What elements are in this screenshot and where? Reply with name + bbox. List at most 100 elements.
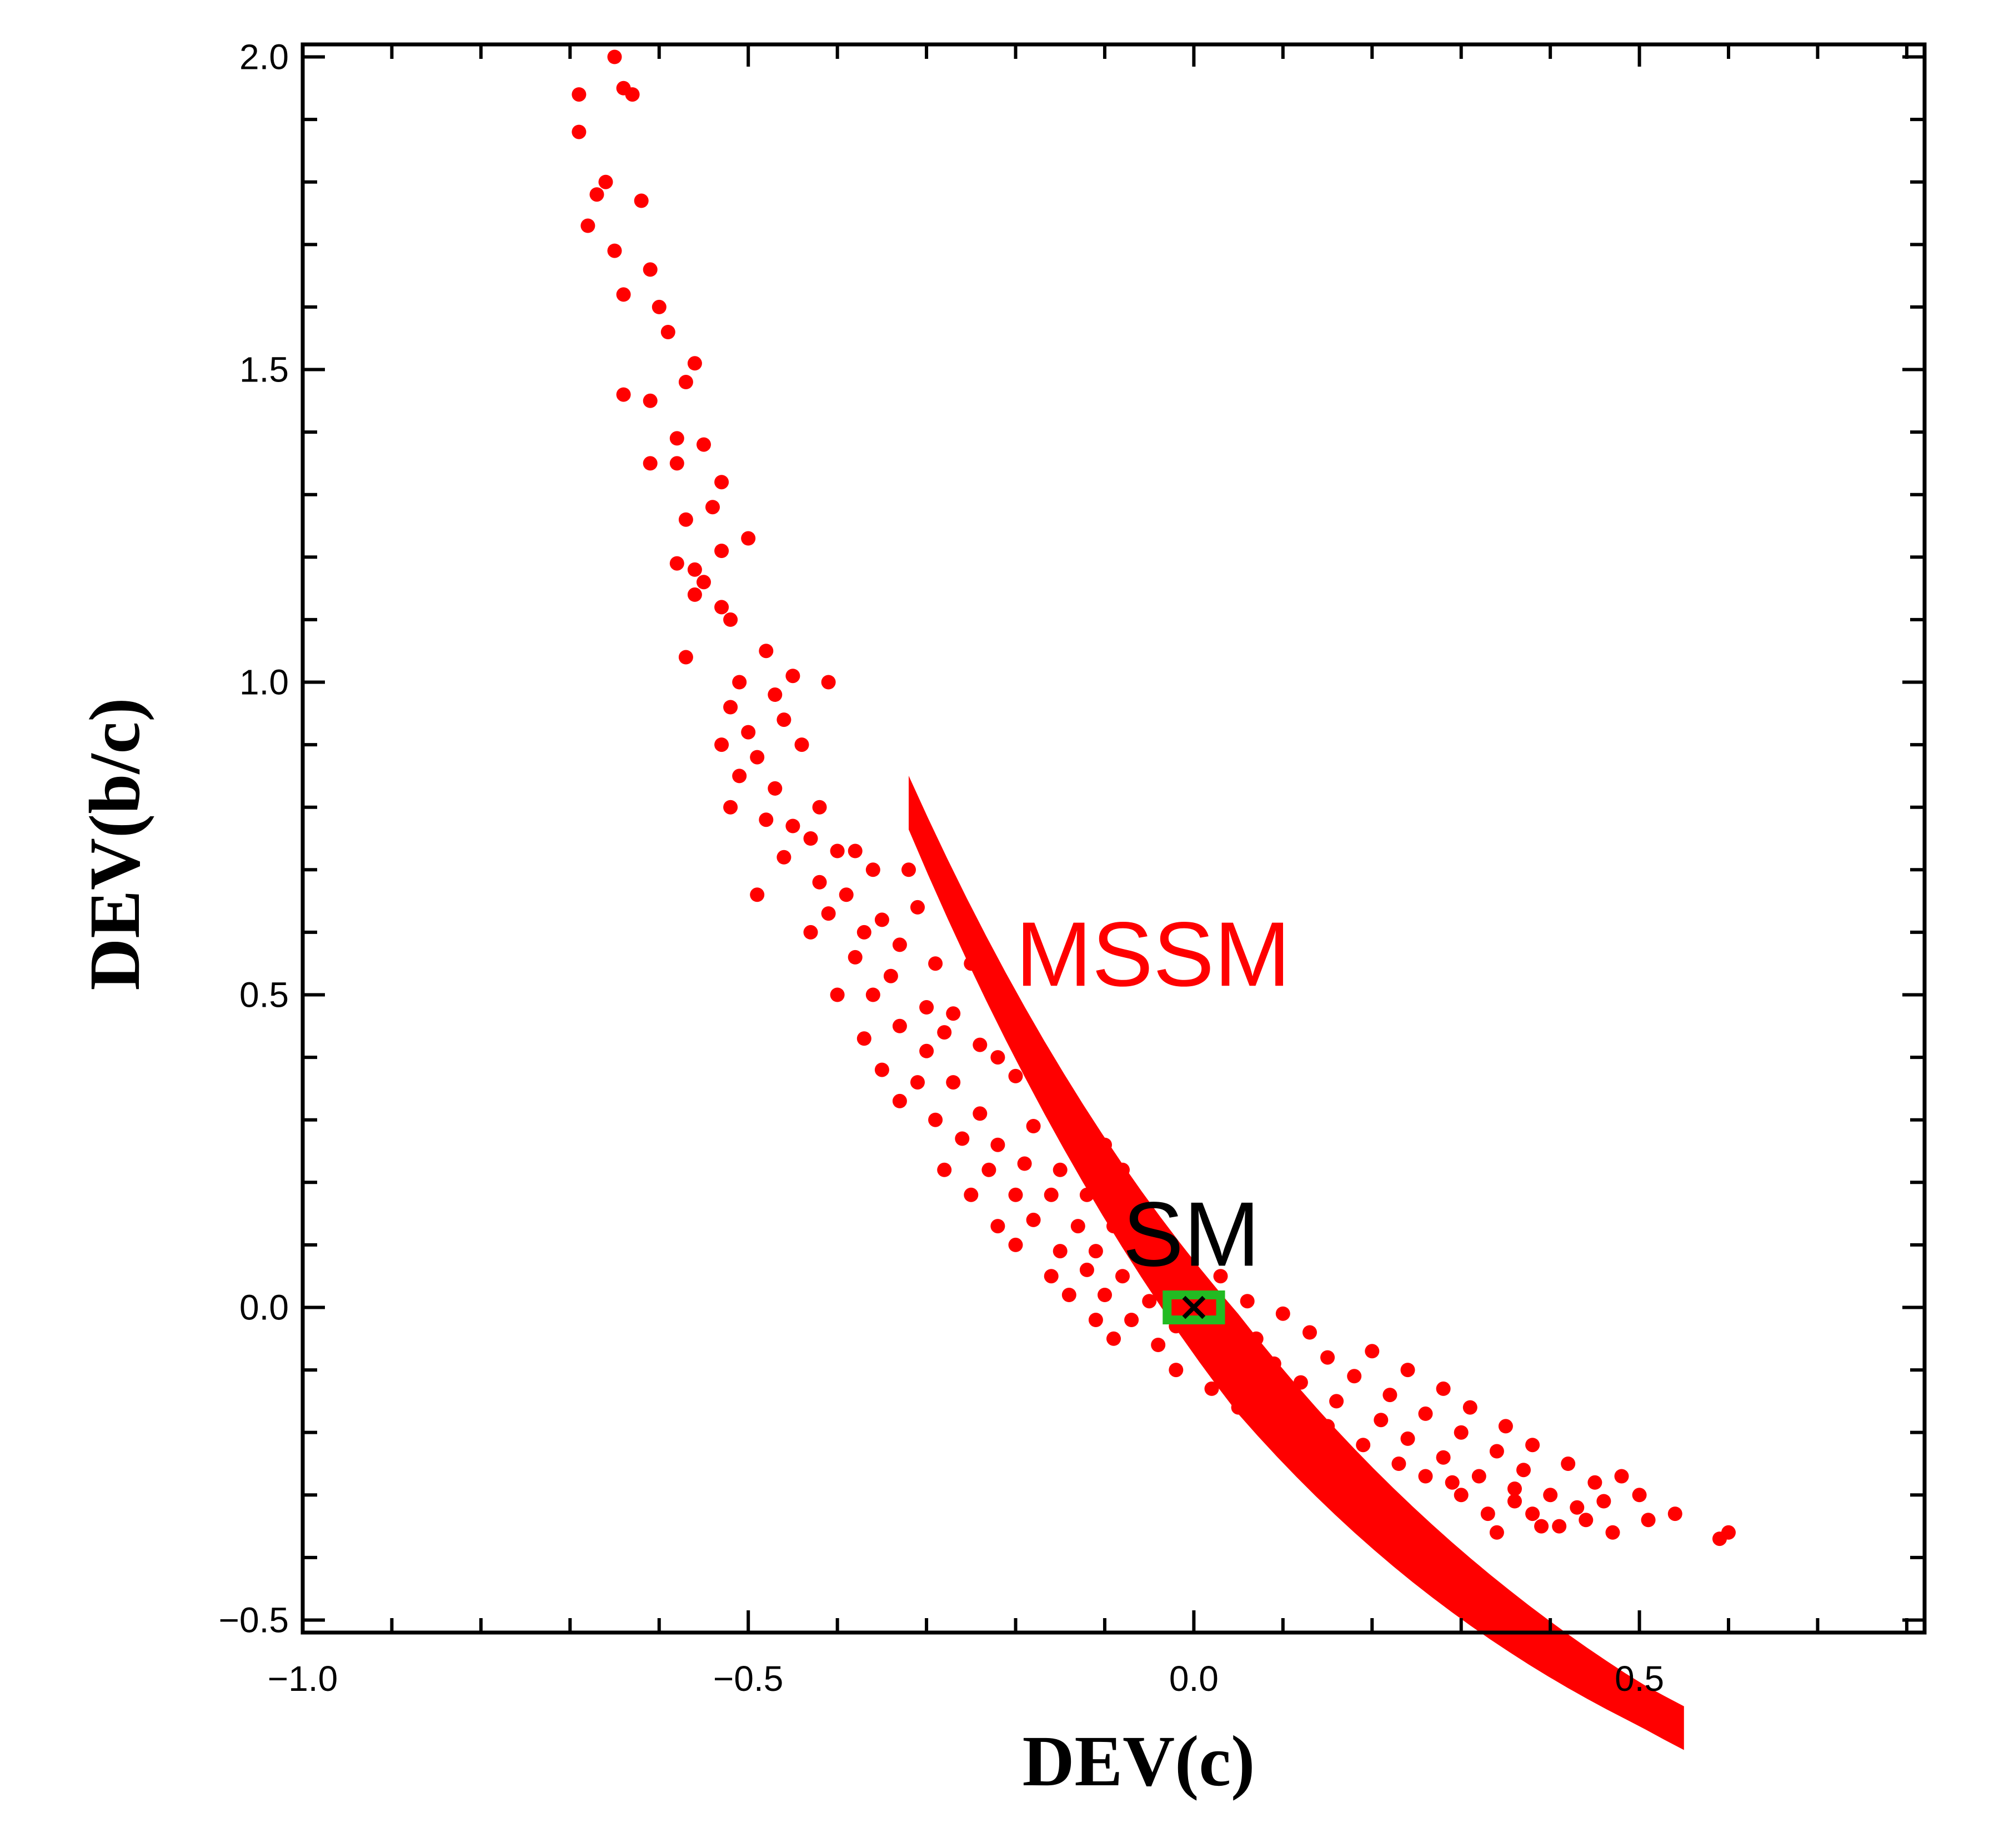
mssm-point	[1204, 1381, 1219, 1396]
mssm-point	[919, 1043, 934, 1058]
mssm-point	[1222, 1313, 1237, 1327]
mssm-point	[883, 968, 898, 983]
mssm-point	[1552, 1519, 1567, 1534]
mssm-point	[1462, 1400, 1477, 1415]
mssm-point	[874, 912, 889, 927]
mssm-point	[589, 187, 604, 202]
mssm-point	[848, 950, 863, 965]
mssm-point	[1534, 1519, 1549, 1534]
mssm-point	[1115, 1269, 1130, 1284]
mssm-point	[1641, 1513, 1656, 1528]
mssm-point	[1471, 1469, 1486, 1484]
mssm-point	[1160, 1275, 1175, 1290]
mssm-point	[1418, 1406, 1433, 1421]
mssm-point	[848, 843, 863, 858]
mssm-point	[812, 875, 827, 890]
mssm-point	[776, 712, 791, 727]
mssm-point	[652, 299, 667, 314]
mssm-point	[759, 644, 774, 659]
mssm-point	[1374, 1413, 1389, 1428]
x-tick-label: 0.0	[1169, 1659, 1219, 1699]
mssm-point	[1561, 1457, 1576, 1471]
mssm-point	[768, 687, 783, 702]
mssm-point	[1507, 1494, 1522, 1509]
mssm-point	[669, 456, 684, 471]
mssm-point	[1098, 1137, 1112, 1152]
mssm-point	[1329, 1394, 1344, 1409]
mssm-point	[1142, 1294, 1157, 1309]
mssm-point	[1053, 1162, 1068, 1177]
mssm-point	[759, 812, 774, 827]
mssm-point	[1275, 1306, 1290, 1321]
mssm-point	[1293, 1375, 1308, 1390]
mssm-point	[919, 1000, 934, 1015]
mssm-point	[669, 431, 684, 446]
mssm-point	[1320, 1350, 1335, 1365]
mssm-point	[1106, 1219, 1121, 1234]
mssm-point	[1169, 1250, 1184, 1265]
mssm-point	[910, 900, 925, 915]
sm-point-marker	[1182, 1295, 1206, 1319]
mssm-point	[678, 512, 693, 527]
y-tick-label: 2.0	[239, 37, 289, 77]
mssm-point	[1115, 1162, 1130, 1177]
y-axis-title: DEV(b/c)	[75, 697, 155, 990]
mssm-point	[607, 49, 622, 64]
mssm-point	[1249, 1331, 1264, 1346]
mssm-point	[1454, 1425, 1469, 1440]
mssm-point	[1079, 1262, 1094, 1277]
mssm-point	[1480, 1506, 1495, 1521]
sm-annotation: SM	[1123, 1183, 1260, 1285]
mssm-point	[714, 475, 729, 490]
mssm-point	[973, 1037, 988, 1052]
mssm-point	[821, 906, 836, 921]
mssm-point	[1222, 1356, 1237, 1371]
mssm-point	[572, 124, 587, 139]
mssm-point	[1151, 1225, 1166, 1240]
mssm-point	[687, 587, 702, 602]
mssm-point	[981, 1162, 996, 1177]
mssm-point	[1338, 1457, 1353, 1471]
mssm-point	[732, 769, 747, 784]
mssm-point	[1320, 1419, 1335, 1434]
x-axis-ticks	[301, 44, 1908, 1633]
mssm-point	[714, 544, 729, 558]
y-tick-label: 1.5	[239, 350, 289, 390]
mssm-point	[910, 1075, 925, 1090]
mssm-points-layer	[572, 49, 1736, 1546]
mssm-point	[1347, 1369, 1362, 1384]
mssm-point	[1400, 1431, 1415, 1446]
mssm-point	[723, 700, 738, 715]
mssm-point	[1587, 1475, 1602, 1490]
mssm-point	[1008, 1237, 1023, 1252]
mssm-point	[1008, 1068, 1023, 1083]
mssm-point	[990, 1137, 1005, 1152]
mssm-point	[830, 987, 845, 1002]
mssm-point	[1240, 1294, 1255, 1309]
mssm-point	[1516, 1463, 1531, 1478]
mssm-point	[1579, 1513, 1594, 1528]
mssm-point	[776, 850, 791, 865]
mssm-point	[1489, 1444, 1504, 1459]
x-tick-label: −1.0	[268, 1659, 338, 1699]
mssm-point	[741, 531, 756, 546]
mssm-point	[1445, 1475, 1460, 1490]
mssm-point	[750, 887, 765, 902]
mssm-point	[1275, 1419, 1290, 1434]
mssm-point	[669, 556, 684, 571]
mssm-point	[1017, 1156, 1032, 1171]
mssm-point	[1489, 1525, 1504, 1540]
mssm-point	[625, 87, 640, 102]
y-tick-label: 0.0	[239, 1287, 289, 1327]
mssm-point	[643, 262, 658, 277]
mssm-point	[1721, 1525, 1736, 1540]
y-axis-tick-labels: −0.5 0.0 0.5 1.0 1.5 2.0	[219, 37, 289, 1640]
mssm-point	[821, 675, 836, 690]
mssm-point	[1570, 1500, 1585, 1515]
mssm-point	[1044, 1269, 1059, 1284]
mssm-point	[1070, 1219, 1085, 1234]
mssm-point	[660, 325, 675, 339]
mssm-point	[964, 956, 979, 971]
mssm-point	[1400, 1363, 1415, 1378]
mssm-point	[892, 1093, 907, 1108]
